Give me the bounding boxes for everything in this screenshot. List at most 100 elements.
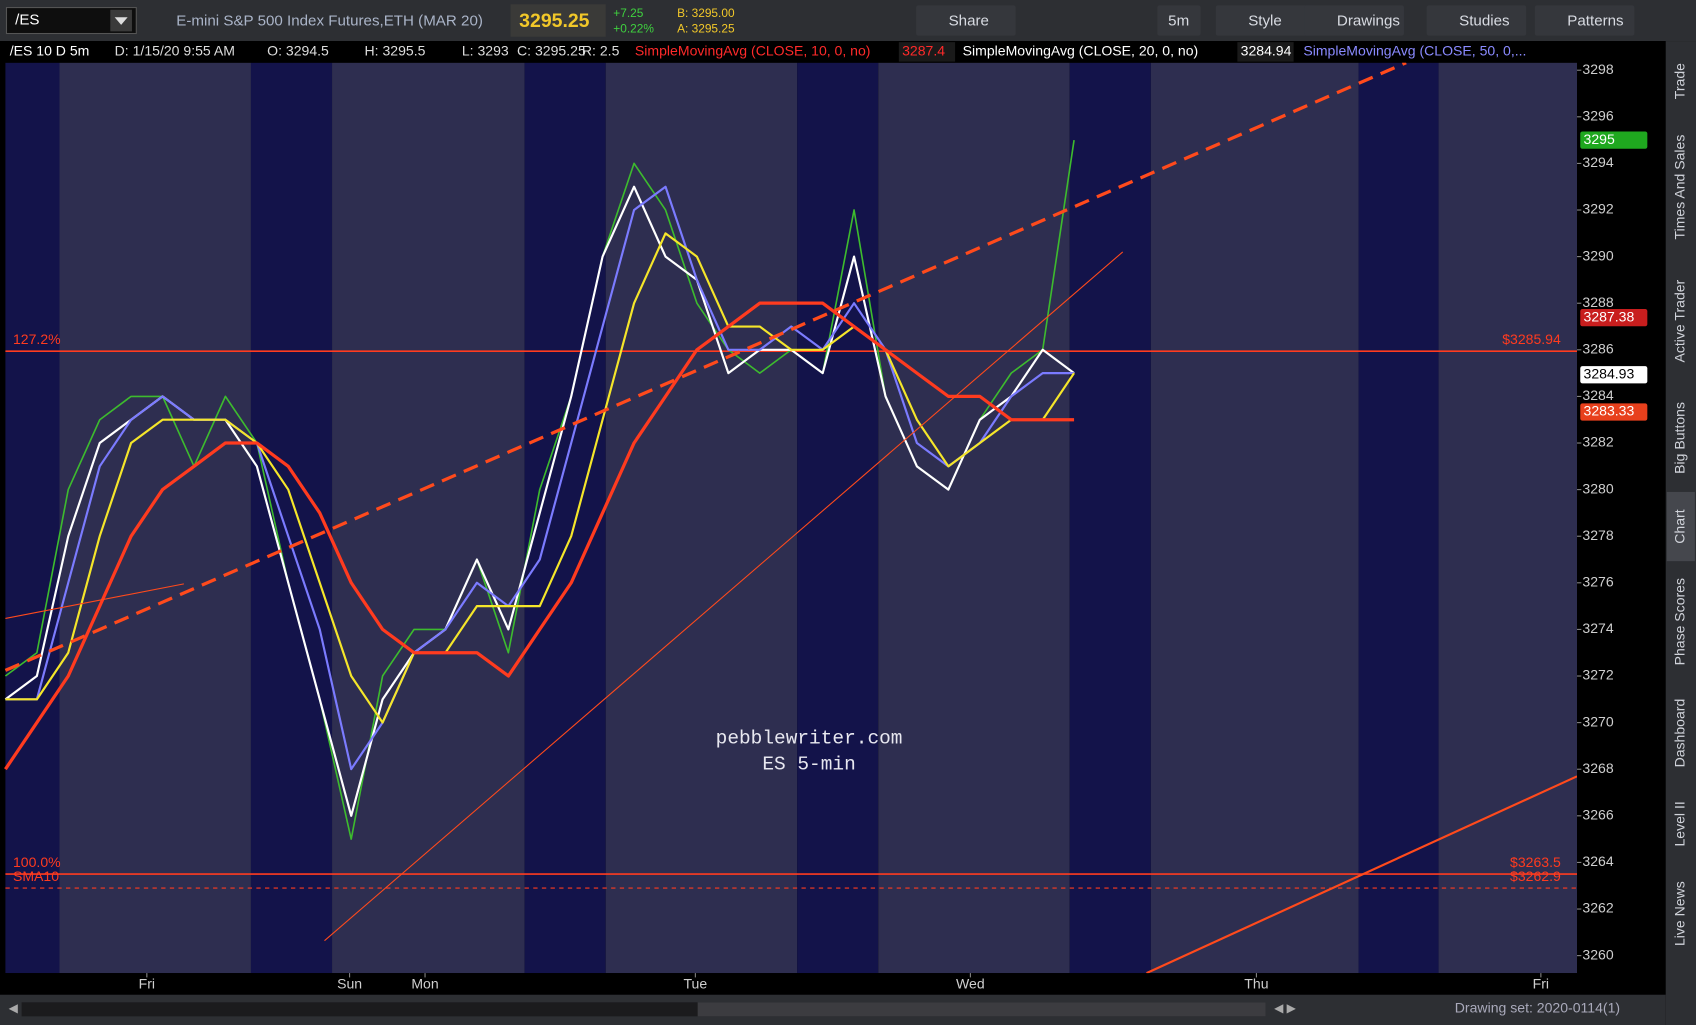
study-value-box: [1237, 42, 1294, 62]
y-tick-label: 3280: [1582, 480, 1613, 496]
scroll-right[interactable]: ◀ ▶: [1274, 1001, 1296, 1015]
y-tick-label: 3278: [1582, 527, 1613, 543]
y-tick-label: 3270: [1582, 713, 1613, 729]
side-tab[interactable]: Times And Sales: [1672, 135, 1688, 240]
side-tab[interactable]: Level II: [1672, 801, 1688, 846]
side-tab[interactable]: Live News: [1672, 881, 1688, 946]
time-axis: [0, 973, 1666, 995]
y-tick-label: 3268: [1582, 760, 1613, 776]
session-band: [878, 62, 1070, 974]
toolbar-button[interactable]: [1304, 5, 1404, 36]
x-tick-label: Mon: [411, 976, 438, 992]
price-marker-label: 3284.93: [1584, 365, 1635, 381]
y-tick-label: 3274: [1582, 620, 1613, 636]
session-band: [1069, 62, 1151, 974]
trend-line-dashed[interactable]: [4, 61, 1407, 672]
session-band: [1358, 62, 1439, 974]
watermark: ES 5-min: [762, 754, 855, 776]
toolbar-buttons: Share 5m Style Drawings Studies Patterns: [916, 5, 1635, 36]
study-value: 3287.4: [902, 43, 945, 59]
toolbar-button[interactable]: [1534, 5, 1635, 36]
trend-line-short[interactable]: [5, 583, 184, 619]
symbol[interactable]: /ES: [15, 12, 39, 29]
y-tick-label: 3266: [1582, 807, 1613, 823]
price-axis: [1577, 41, 1666, 974]
toolbar-button-label[interactable]: Studies: [1459, 13, 1510, 30]
y-tick-label: 3288: [1582, 294, 1613, 310]
toolbar-button-label[interactable]: Style: [1248, 13, 1282, 30]
dropdown-arrow: [114, 17, 128, 25]
study-label: SimpleMovingAvg (CLOSE, 10, 0, no): [635, 43, 871, 59]
price-marker: [1580, 131, 1648, 149]
side-tab[interactable]: Chart: [1672, 509, 1688, 543]
level-label: SMA10: [13, 868, 59, 884]
y-tick-label: 3286: [1582, 341, 1613, 357]
side-tab[interactable]: Dashboard: [1672, 699, 1688, 768]
x-tick-label: Tue: [683, 976, 707, 992]
level-label: 127.2%: [13, 331, 61, 347]
side-tab[interactable]: Big Buttons: [1672, 402, 1688, 474]
level-value-label: $3285.94: [1502, 331, 1561, 347]
x-tick-label: Fri: [1533, 976, 1549, 992]
side-tabs: Trade Times And Sales Active Trader Big But…: [1666, 63, 1695, 946]
toolbar-button-label[interactable]: Share: [949, 13, 989, 30]
y-tick-label: 3298: [1582, 61, 1613, 77]
side-tab[interactable]: Trade: [1672, 63, 1688, 99]
toolbar-button-label[interactable]: Drawings: [1337, 13, 1400, 30]
y-tick-label: 3292: [1582, 201, 1613, 217]
session-band: [1150, 62, 1359, 974]
toolbar-button[interactable]: [1426, 5, 1527, 36]
session-band: [332, 62, 525, 974]
low: L: 3293: [462, 43, 509, 59]
scrollbar-thumb[interactable]: [697, 1002, 1266, 1017]
y-tick-label: 3264: [1582, 853, 1613, 869]
toolbar-button[interactable]: [916, 5, 1016, 36]
price-marker-label: 3287.38: [1584, 308, 1635, 324]
toolbar-button-label[interactable]: 5m: [1168, 13, 1189, 30]
study-value-box: [898, 42, 956, 62]
trend-line-thin[interactable]: [324, 251, 1124, 942]
session-band: [5, 62, 60, 974]
plot: 127.2% $3285.94 100.0% $3263.5 SMA10 $3262.9 p…: [4, 140, 1578, 889]
bid: B: 3295.00: [677, 6, 735, 20]
header-row: [0, 41, 1578, 63]
close: C: 3295.25: [517, 43, 586, 59]
side-tab-active[interactable]: [1666, 491, 1695, 562]
drawing-set[interactable]: Drawing set: 2020-0114(1): [1455, 1000, 1620, 1016]
description: E-mini S&P 500 Index Futures,ETH (MAR 20…: [176, 13, 483, 30]
study-label: SimpleMovingAvg (CLOSE, 50, 0,...: [1303, 43, 1526, 59]
y-tick-label: 3262: [1582, 900, 1613, 916]
trend-line-lower[interactable]: [1146, 775, 1578, 975]
y-axis: 3260 3262 3264 3266 3268 3270 3272 3274 3276 3278…: [1577, 61, 1648, 962]
session-bands: [5, 62, 1578, 974]
x-tick-label: Fri: [139, 976, 155, 992]
toolbar-button-label[interactable]: Patterns: [1567, 13, 1624, 30]
level-value-label: $3263.5: [1510, 854, 1561, 870]
side-tab[interactable]: Active Trader: [1672, 279, 1688, 362]
session-band: [524, 62, 606, 974]
toolbar-button[interactable]: [1215, 5, 1316, 36]
price-marker-label: 3283.33: [1584, 403, 1635, 419]
y-tick-label: 3272: [1582, 667, 1613, 683]
chart-id: /ES 10 D 5m: [10, 43, 90, 59]
x-axis: Fri Sun Mon Tue Wed Thu Fri: [139, 973, 1549, 992]
y-tick-label: 3284: [1582, 387, 1613, 403]
series-line: [4, 301, 1075, 771]
x-tick-label: Sun: [337, 976, 362, 992]
last-box: [510, 4, 606, 37]
open: O: 3294.5: [267, 43, 329, 59]
price-marker: [1580, 403, 1648, 421]
session-band: [1438, 62, 1578, 974]
price-marker: [1580, 366, 1648, 384]
scroll-left[interactable]: ◀: [9, 1001, 19, 1015]
study-value: 3284.94: [1241, 43, 1292, 59]
session-band: [605, 62, 798, 974]
y-tick-label: 3296: [1582, 108, 1613, 124]
toolbar-button[interactable]: [1157, 5, 1201, 36]
study-label: SimpleMovingAvg (CLOSE, 20, 0, no): [963, 43, 1199, 59]
study-legend: SimpleMovingAvg (CLOSE, 10, 0, no) 3287.4…: [635, 42, 1526, 62]
side-tab[interactable]: Phase Scores: [1672, 578, 1688, 665]
